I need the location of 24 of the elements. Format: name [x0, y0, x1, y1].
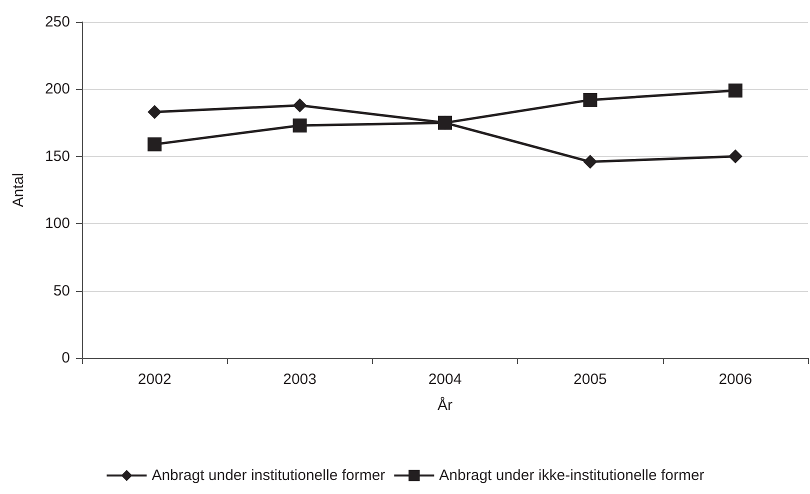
y-tick-label: 250 — [44, 14, 70, 30]
y-tick-label: 150 — [44, 148, 70, 165]
point — [438, 116, 452, 130]
y-axis-title: Antal — [10, 172, 27, 208]
point — [148, 137, 162, 152]
point — [583, 92, 598, 107]
x-tick-label: 2006 — [718, 371, 752, 388]
y-tick-label: 50 — [53, 282, 70, 300]
x-tick-label: 2002 — [138, 371, 172, 388]
y-tick-label: 0 — [62, 350, 70, 366]
legend-label: Anbragt under ikke-institutionelle former — [439, 467, 704, 484]
legend-label: Anbragt under institutionelle former — [152, 467, 386, 484]
y-tick-label: 100 — [44, 215, 70, 232]
x-axis-title: År — [438, 396, 453, 414]
point — [292, 118, 307, 132]
y-tick-label: 200 — [44, 80, 70, 98]
point — [728, 149, 742, 164]
point — [292, 98, 307, 112]
x-tick-label: 2003 — [283, 371, 316, 388]
point — [583, 154, 598, 169]
point — [728, 84, 742, 98]
point — [148, 105, 162, 120]
x-tick-label: 2005 — [574, 371, 607, 388]
x-tick-label: 2004 — [428, 371, 462, 388]
